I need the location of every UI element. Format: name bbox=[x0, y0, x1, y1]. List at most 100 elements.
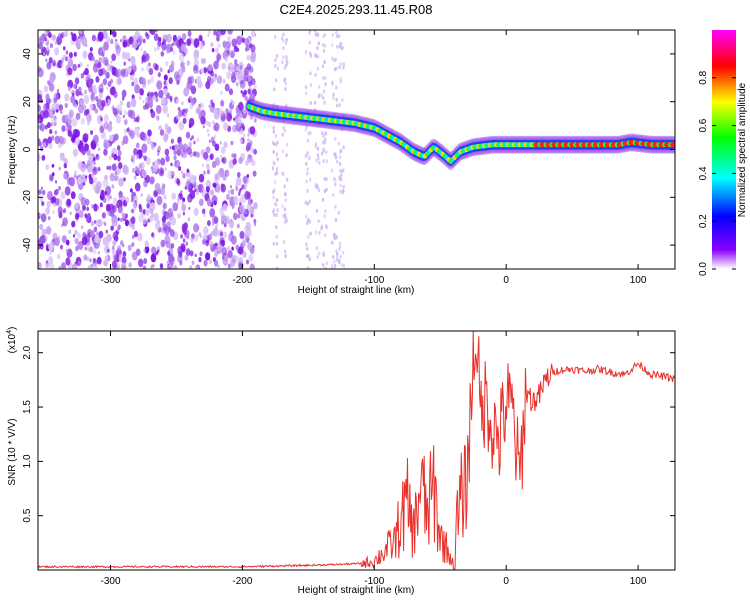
spectrogram-cell bbox=[129, 110, 136, 120]
spectrogram-cell bbox=[322, 250, 325, 255]
colorbar-label: Normalized spectral amplitude bbox=[737, 82, 748, 217]
snr-plot-area bbox=[38, 331, 675, 570]
spectrogram-cell bbox=[215, 47, 219, 54]
spectrogram-cell bbox=[235, 108, 241, 117]
spectrogram-cell bbox=[193, 38, 200, 48]
spectrogram-cell bbox=[322, 134, 325, 139]
spectrogram-cell bbox=[77, 104, 84, 114]
spectrogram-cell bbox=[86, 113, 92, 123]
spectrogram-cell bbox=[324, 131, 328, 136]
spectrogram-cell bbox=[316, 255, 319, 260]
spectrogram-cell bbox=[165, 60, 169, 67]
spectrogram-cell bbox=[244, 38, 250, 46]
spectrogram-cell bbox=[47, 136, 52, 144]
spectrogram-cell bbox=[220, 206, 224, 210]
spectrogram-cell bbox=[54, 47, 60, 56]
spectrogram-cell bbox=[48, 57, 53, 64]
spectrogram-cell bbox=[185, 248, 191, 256]
spectrogram-cell bbox=[305, 242, 308, 247]
spectrogram-cell bbox=[226, 193, 230, 200]
spectrogram-cell bbox=[235, 81, 239, 87]
spectrogram-cell bbox=[41, 201, 45, 207]
spectrogram-cell bbox=[339, 79, 343, 84]
spectrogram-cell bbox=[93, 220, 97, 224]
spectrogram-cell bbox=[221, 215, 227, 225]
spectrogram-cell bbox=[83, 94, 90, 105]
spectrogram-cell bbox=[316, 153, 320, 158]
spectrogram-cell bbox=[117, 149, 122, 157]
spectrogram-cell bbox=[241, 122, 245, 128]
spectrogram-cell bbox=[339, 183, 342, 188]
spectrogram-cell bbox=[253, 118, 257, 123]
spectrogram-cell bbox=[272, 149, 275, 154]
spectrogram-cell bbox=[74, 104, 78, 109]
spectrogram-cell bbox=[193, 234, 199, 242]
spectrogram-cell bbox=[281, 171, 284, 176]
spectrogram-cell bbox=[130, 208, 134, 213]
spectrogram-cell bbox=[71, 220, 76, 228]
spectrogram-cell bbox=[211, 215, 218, 224]
spectrogram-cell bbox=[132, 71, 135, 76]
spectrogram-cell bbox=[227, 263, 231, 269]
spectrogram-cell bbox=[42, 189, 46, 196]
spectrogram-cell bbox=[116, 115, 122, 124]
spectrogram-cell bbox=[220, 99, 225, 107]
spectrogram-cell bbox=[271, 140, 275, 145]
spectrogram-cell bbox=[112, 239, 117, 246]
spectrogram-cell bbox=[214, 156, 221, 167]
spectrogram-cell bbox=[175, 159, 181, 169]
spectrogram-cell bbox=[180, 234, 184, 239]
spectrogram-cell bbox=[159, 125, 162, 130]
spectrogram-cell bbox=[222, 254, 229, 264]
spectrogram-cell bbox=[57, 59, 63, 69]
spectrogram-cell bbox=[176, 148, 182, 157]
spectrogram-cell bbox=[203, 151, 209, 160]
spectrogram-cell bbox=[252, 170, 257, 177]
spectrogram-cell bbox=[41, 154, 46, 161]
snr-x-ticks: -300 -200 -100 0 100 bbox=[101, 331, 647, 587]
spectrogram-cell bbox=[64, 103, 68, 108]
spectrogram-cell bbox=[52, 210, 55, 215]
spectrogram-cell bbox=[223, 223, 227, 228]
spectrogram-cell bbox=[198, 198, 204, 207]
spectrogram-cell bbox=[170, 216, 177, 226]
spectrogram-cell bbox=[242, 251, 247, 258]
spectrogram-cell bbox=[181, 204, 186, 212]
spectrogram-cell bbox=[93, 249, 97, 255]
spectrogram-cell bbox=[143, 258, 148, 265]
spectrogram-cell bbox=[51, 103, 56, 111]
spectrogram-cell bbox=[65, 248, 68, 253]
spectrogram-cell bbox=[272, 125, 275, 130]
spectrogram-cell bbox=[150, 202, 156, 211]
spectrogram-cell bbox=[210, 42, 214, 48]
spectrogram-cell bbox=[83, 137, 87, 142]
spectrogram-cell bbox=[336, 34, 339, 39]
spectrogram-cell bbox=[334, 57, 337, 62]
spectrogram-cell bbox=[78, 209, 84, 219]
spectrogram-cell bbox=[116, 104, 123, 114]
spectrogram-cell bbox=[120, 217, 123, 223]
spectrogram-cell bbox=[77, 63, 80, 68]
spectrogram-cell bbox=[230, 184, 233, 189]
spectrogram-cell bbox=[253, 148, 258, 155]
spectrogram-cell bbox=[239, 65, 243, 71]
spectrogram-cell bbox=[316, 32, 320, 37]
spectrogram-cell bbox=[207, 121, 212, 128]
x-tick-label: 100 bbox=[630, 576, 647, 587]
spectrogram-cell bbox=[93, 157, 96, 162]
spectrogram-cell bbox=[239, 204, 245, 214]
spectrogram-cell bbox=[323, 176, 326, 181]
spectrogram-cell bbox=[313, 100, 317, 105]
spectrogram-cell bbox=[281, 132, 285, 137]
spectrogram-cell bbox=[232, 212, 238, 221]
spectrogram-cell bbox=[315, 158, 318, 163]
spectrogram-cell bbox=[123, 61, 127, 66]
spectrogram-cell bbox=[99, 125, 105, 134]
spectrogram-cell bbox=[332, 192, 335, 197]
spectrogram-cell bbox=[107, 196, 111, 202]
spectrogram-cell bbox=[207, 33, 210, 37]
spectrogram-cell bbox=[54, 180, 58, 184]
spectrogram-cell bbox=[216, 75, 223, 84]
spectrogram-cell bbox=[304, 127, 308, 132]
spectrogram-cell bbox=[331, 32, 335, 37]
